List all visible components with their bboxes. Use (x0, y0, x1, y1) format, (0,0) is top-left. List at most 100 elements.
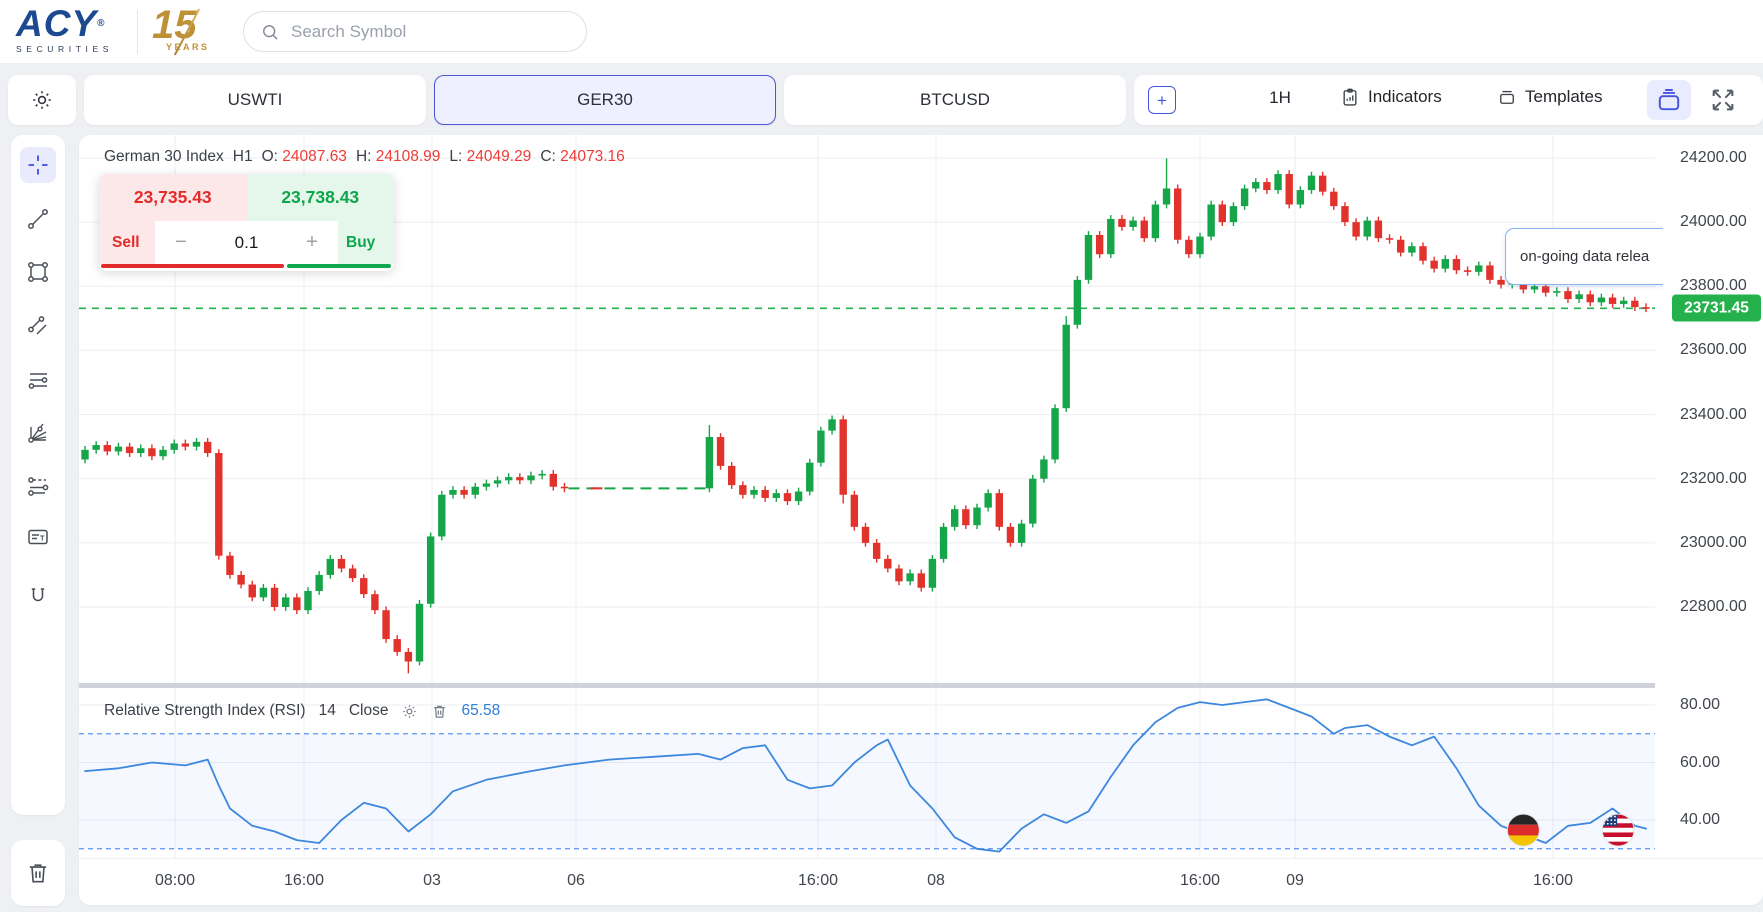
tool-rectangle[interactable] (20, 254, 56, 290)
chart-panel: German 30 Index H1 O: 24087.63 H: 24108.… (79, 135, 1763, 905)
anniversary-years: YEARS (166, 42, 210, 52)
candle (1497, 276, 1505, 289)
anniversary-badge: 15 YEARS (152, 4, 222, 60)
candle-body (1385, 238, 1394, 240)
tool-fan-lines[interactable] (20, 415, 56, 451)
tool-horizontal-lines[interactable] (20, 362, 56, 398)
candle (1017, 519, 1026, 547)
rsi-axis-label: 60.00 (1680, 753, 1721, 771)
quantity-increase-button[interactable]: + (300, 231, 324, 254)
tab-btcusd[interactable]: BTCUSD (784, 75, 1126, 125)
candle (705, 425, 714, 493)
tool-parallel-channel[interactable] (20, 308, 56, 344)
candle-body (1452, 259, 1461, 271)
tool-magnet[interactable] (20, 579, 56, 615)
candle (839, 415, 847, 504)
candle (1196, 232, 1204, 259)
candle (772, 489, 780, 502)
search-input[interactable] (291, 21, 561, 42)
price-axis[interactable]: 23731.45 24200.00 24000.00 23800.00 23600.0… (1663, 135, 1763, 858)
candle (449, 486, 457, 499)
rsi-delete-button[interactable] (431, 703, 448, 720)
candle-body (1620, 300, 1628, 304)
candle (872, 539, 881, 563)
chart-canvas[interactable] (79, 135, 1663, 858)
candle-body (861, 526, 870, 543)
candle-body (1541, 286, 1550, 293)
candle (1151, 200, 1160, 243)
candle (1073, 276, 1082, 329)
delete-drawings-button[interactable] (11, 840, 65, 906)
candle-body (538, 473, 546, 476)
fullscreen-button[interactable] (1709, 86, 1739, 114)
tool-crosshair[interactable] (20, 147, 56, 183)
add-symbol-button[interactable]: + (1148, 86, 1176, 114)
candle (1430, 256, 1438, 273)
candle-body (1597, 297, 1606, 303)
candle-body (739, 485, 747, 495)
candle (226, 551, 234, 579)
quantity-value[interactable]: 0.1 (234, 232, 259, 252)
tab-ger30[interactable]: GER30 (434, 75, 776, 125)
news-event-text: on-going data relea (1520, 248, 1650, 265)
time-axis-label: 08:00 (154, 872, 196, 889)
candle (1553, 287, 1561, 297)
symbol-search[interactable] (243, 11, 587, 52)
sell-price-button[interactable]: 23,735.43 (99, 174, 247, 221)
time-axis-label: 06 (567, 872, 585, 889)
templates-button[interactable]: Templates (1497, 87, 1602, 107)
trend-line-icon (28, 209, 48, 229)
candle-body (984, 493, 992, 508)
candle-body (705, 437, 714, 489)
candle (1229, 202, 1238, 226)
candle-body (872, 542, 881, 559)
candle (1040, 455, 1048, 483)
candle-body (1185, 239, 1193, 255)
candle (538, 470, 546, 480)
candle-body (516, 477, 524, 481)
candle (415, 599, 424, 666)
candle (1240, 184, 1249, 210)
sell-sentiment-bar (101, 264, 284, 268)
timeframe-selector[interactable]: 1H (1269, 88, 1291, 107)
event-flag-germany-icon[interactable] (1506, 813, 1540, 847)
candle (382, 606, 390, 643)
time-axis-label: 16:00 (1532, 872, 1574, 889)
tab-uswti[interactable]: USWTI (84, 75, 426, 125)
candle-body (1274, 174, 1282, 191)
tool-text-note[interactable]: T (20, 519, 56, 555)
candle (1051, 404, 1059, 464)
candle (973, 503, 981, 530)
symbol-name: German 30 Index (104, 148, 224, 165)
candle-body (1631, 300, 1639, 308)
drawing-toolbar: T (11, 135, 65, 815)
price-axis-label: 22800.00 (1680, 597, 1747, 615)
buy-button[interactable]: Buy (338, 221, 394, 264)
candle (951, 505, 959, 531)
quantity-decrease-button[interactable]: − (169, 231, 193, 254)
candle-body (1162, 188, 1171, 205)
candle (1095, 231, 1104, 259)
candle-body (560, 486, 569, 489)
sell-button[interactable]: Sell (99, 221, 155, 264)
event-flag-usa-icon[interactable] (1601, 813, 1635, 847)
ohlc-legend: German 30 Index H1 O: 24087.63 H: 24108.… (104, 148, 625, 165)
candle-body (81, 449, 89, 460)
tool-trend-line[interactable] (20, 201, 56, 237)
candle (516, 473, 524, 485)
time-axis[interactable]: 08:00 16:00 03 06 16:00 08 16:00 09 16:00 (79, 858, 1763, 905)
rsi-settings-button[interactable] (401, 703, 418, 720)
settings-button[interactable] (8, 75, 76, 125)
candle (560, 482, 569, 493)
candle-body (1530, 286, 1539, 290)
candle (1330, 187, 1338, 210)
indicators-button[interactable]: Indicators (1340, 87, 1442, 107)
candle-body (1363, 220, 1371, 237)
candle (1341, 202, 1349, 226)
trash-icon (29, 864, 47, 883)
candle (984, 489, 992, 512)
watchlist-panel-button[interactable] (1647, 80, 1691, 120)
candle-body (806, 462, 814, 492)
buy-price-button[interactable]: 23,738.43 (246, 174, 394, 221)
tool-fib-retracement[interactable] (20, 468, 56, 504)
